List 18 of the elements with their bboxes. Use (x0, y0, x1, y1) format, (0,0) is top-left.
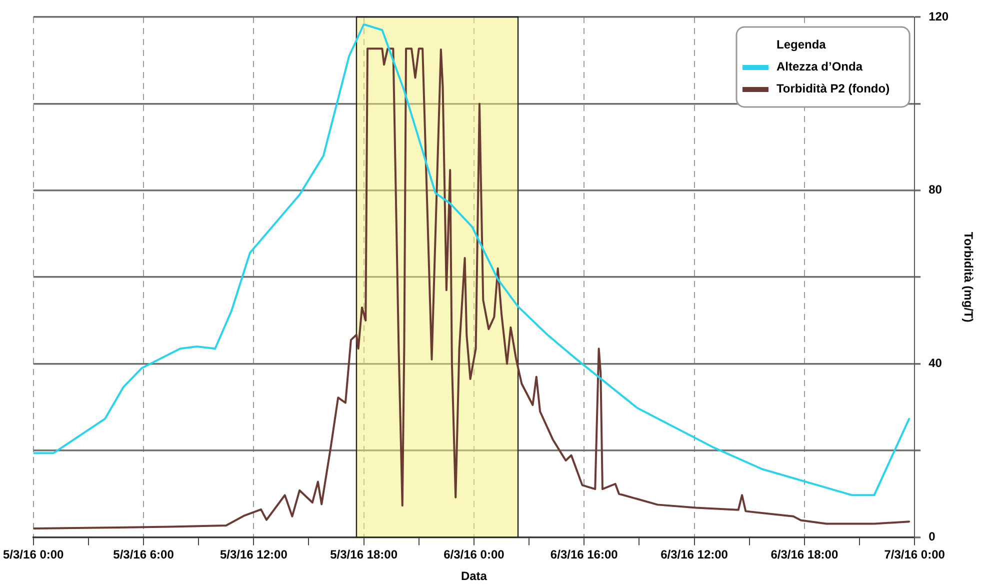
x-tick-label: 5/3/16 18:00 (330, 548, 398, 562)
x-tick-label: 5/3/16 12:00 (220, 548, 288, 562)
y-tick-label: 120 (928, 9, 949, 24)
y-axis-title: Torbidità (mg/T) (961, 232, 976, 322)
legend-label: Torbidità P2 (fondo) (776, 81, 890, 96)
x-tick-label: 7/3/16 0:00 (884, 548, 946, 562)
x-tick-label: 6/3/16 12:00 (660, 548, 728, 562)
x-tick-label: 6/3/16 0:00 (444, 548, 505, 562)
y-tick-label: 0 (928, 530, 936, 544)
y-tick-label: 40 (928, 356, 942, 370)
legend-label: Altezza d’Onda (776, 59, 863, 74)
x-tick-label: 6/3/16 18:00 (770, 548, 838, 562)
y-tick-label: 80 (928, 182, 942, 197)
x-tick-label: 6/3/16 16:00 (550, 548, 618, 562)
legend-title: Legenda (776, 37, 826, 52)
x-axis-title: Data (460, 569, 488, 584)
x-tick-label: 5/3/16 0:00 (3, 548, 64, 562)
x-tick-label: 5/3/16 6:00 (113, 548, 174, 562)
